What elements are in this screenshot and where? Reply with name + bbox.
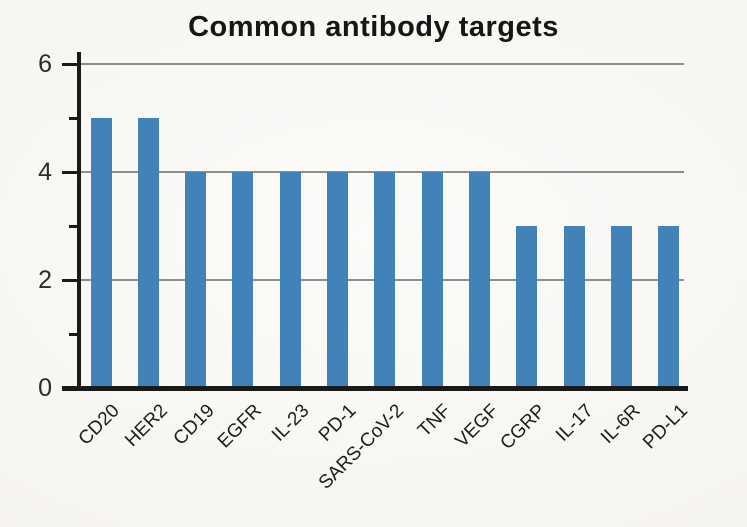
- x-axis-line: [62, 386, 688, 391]
- bar-HER2: [137, 118, 159, 388]
- x-tick-label-text-IL-23: IL-23: [267, 400, 314, 446]
- bar-VEGF: [468, 172, 490, 388]
- bar-TNF: [421, 172, 443, 388]
- x-tick-label-text-VEGF: VEGF: [451, 400, 503, 452]
- bar-CGRP: [516, 226, 538, 388]
- y-tick-major-2: [62, 278, 80, 282]
- x-tick-label-text-CD20: CD20: [74, 400, 125, 450]
- y-tick-label-6: 6: [38, 50, 52, 78]
- x-tick-label-text-CD19: CD19: [169, 400, 219, 450]
- bar-CD20: [90, 118, 112, 388]
- y-tick-major-6: [62, 62, 80, 66]
- bar-IL-6R: [610, 226, 632, 388]
- x-tick-label-text-PD-L1: PD-L1: [638, 400, 692, 454]
- x-tick-label-text-TNF: TNF: [414, 400, 456, 442]
- x-tick-label-text-CGRP: CGRP: [496, 400, 550, 454]
- y-tick-label-2: 2: [38, 266, 52, 294]
- y-tick-minor-3: [69, 224, 80, 228]
- y-axis-line: [77, 52, 81, 391]
- bar-IL-17: [563, 226, 585, 388]
- bar-PD-1: [327, 172, 348, 388]
- bar-EGFR: [232, 172, 254, 388]
- gridline-y6: [80, 63, 684, 65]
- y-tick-minor-1: [69, 332, 80, 336]
- bar-SARS-CoV-2: [374, 172, 396, 388]
- chart-title: Common antibody targets: [188, 11, 559, 43]
- x-tick-label-text-IL-17: IL-17: [551, 400, 598, 446]
- y-tick-label-0: 0: [38, 374, 52, 402]
- x-tick-label-text-HER2: HER2: [120, 400, 172, 451]
- x-tick-label-text-EGFR: EGFR: [213, 400, 267, 453]
- bar-CD19: [185, 172, 207, 388]
- bar-IL-23: [279, 172, 301, 388]
- y-tick-minor-5: [69, 116, 80, 120]
- y-tick-label-4: 4: [38, 158, 52, 186]
- bar-PD-L1: [658, 226, 680, 388]
- x-tick-label-text-IL-6R: IL-6R: [596, 400, 645, 449]
- y-tick-major-4: [62, 170, 80, 174]
